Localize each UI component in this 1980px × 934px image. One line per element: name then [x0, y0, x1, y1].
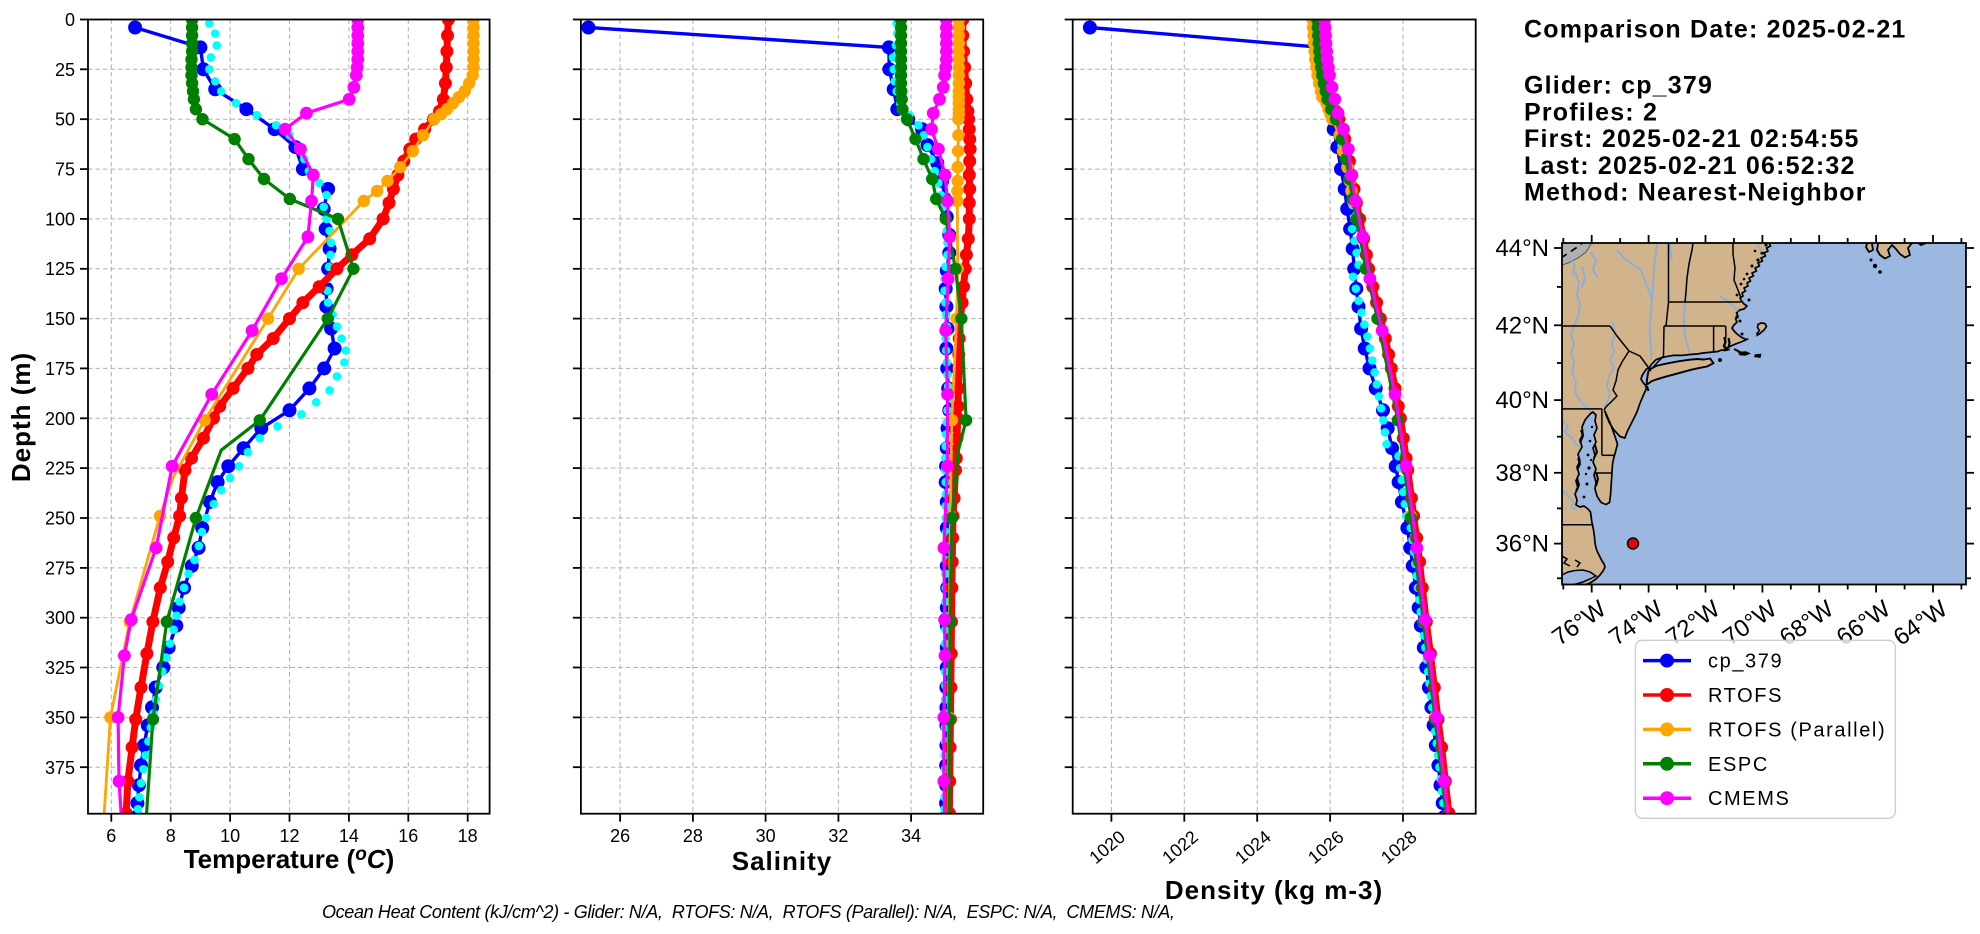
- svg-text:0: 0: [65, 10, 75, 30]
- svg-text:25: 25: [55, 60, 75, 80]
- svg-text:30: 30: [756, 826, 776, 846]
- svg-text:14: 14: [339, 826, 359, 846]
- svg-text:CMEMS: CMEMS: [1708, 788, 1790, 810]
- svg-text:350: 350: [45, 708, 75, 728]
- svg-text:6: 6: [106, 826, 116, 846]
- svg-text:Method: Nearest-Neighbor: Method: Nearest-Neighbor: [1524, 179, 1867, 207]
- svg-text:36°N: 36°N: [1495, 531, 1549, 558]
- svg-text:cp_379: cp_379: [1708, 651, 1783, 673]
- svg-text:Density (kg m-3): Density (kg m-3): [1165, 875, 1383, 905]
- svg-text:375: 375: [45, 758, 75, 778]
- svg-text:26: 26: [610, 826, 630, 846]
- svg-text:125: 125: [45, 259, 75, 279]
- svg-text:300: 300: [45, 608, 75, 628]
- svg-text:150: 150: [45, 309, 75, 329]
- svg-text:42°N: 42°N: [1495, 312, 1549, 339]
- svg-text:12: 12: [279, 826, 299, 846]
- svg-text:75: 75: [55, 160, 75, 180]
- svg-text:Depth (m): Depth (m): [6, 352, 36, 482]
- svg-text:Salinity: Salinity: [732, 846, 832, 876]
- svg-text:16: 16: [398, 826, 418, 846]
- svg-text:Glider: cp_379: Glider: cp_379: [1524, 72, 1713, 100]
- svg-text:Profiles: 2: Profiles: 2: [1524, 99, 1658, 127]
- svg-text:100: 100: [45, 209, 75, 229]
- svg-text:225: 225: [45, 459, 75, 479]
- svg-text:First: 2025-02-21 02:54:55: First: 2025-02-21 02:54:55: [1524, 125, 1860, 153]
- svg-text:250: 250: [45, 509, 75, 529]
- svg-text:38°N: 38°N: [1495, 460, 1549, 487]
- svg-text:8: 8: [166, 826, 176, 846]
- svg-text:Ocean Heat Content (kJ/cm^2) -: Ocean Heat Content (kJ/cm^2) - Glider: N…: [322, 902, 1175, 922]
- svg-text:325: 325: [45, 658, 75, 678]
- svg-text:175: 175: [45, 359, 75, 379]
- svg-text:44°N: 44°N: [1495, 235, 1549, 262]
- svg-text:275: 275: [45, 558, 75, 578]
- svg-text:Last: 2025-02-21 06:52:32: Last: 2025-02-21 06:52:32: [1524, 152, 1856, 180]
- svg-text:Comparison Date: 2025-02-21: Comparison Date: 2025-02-21: [1524, 16, 1907, 44]
- svg-text:ESPC: ESPC: [1708, 754, 1769, 776]
- svg-text:40°N: 40°N: [1495, 387, 1549, 414]
- svg-text:10: 10: [220, 826, 240, 846]
- svg-text:34: 34: [901, 826, 921, 846]
- svg-text:200: 200: [45, 409, 75, 429]
- svg-text:50: 50: [55, 110, 75, 130]
- svg-text:28: 28: [683, 826, 703, 846]
- svg-text:32: 32: [828, 826, 848, 846]
- svg-text:18: 18: [458, 826, 478, 846]
- svg-text:RTOFS: RTOFS: [1708, 685, 1783, 707]
- svg-text:RTOFS (Parallel): RTOFS (Parallel): [1708, 719, 1886, 741]
